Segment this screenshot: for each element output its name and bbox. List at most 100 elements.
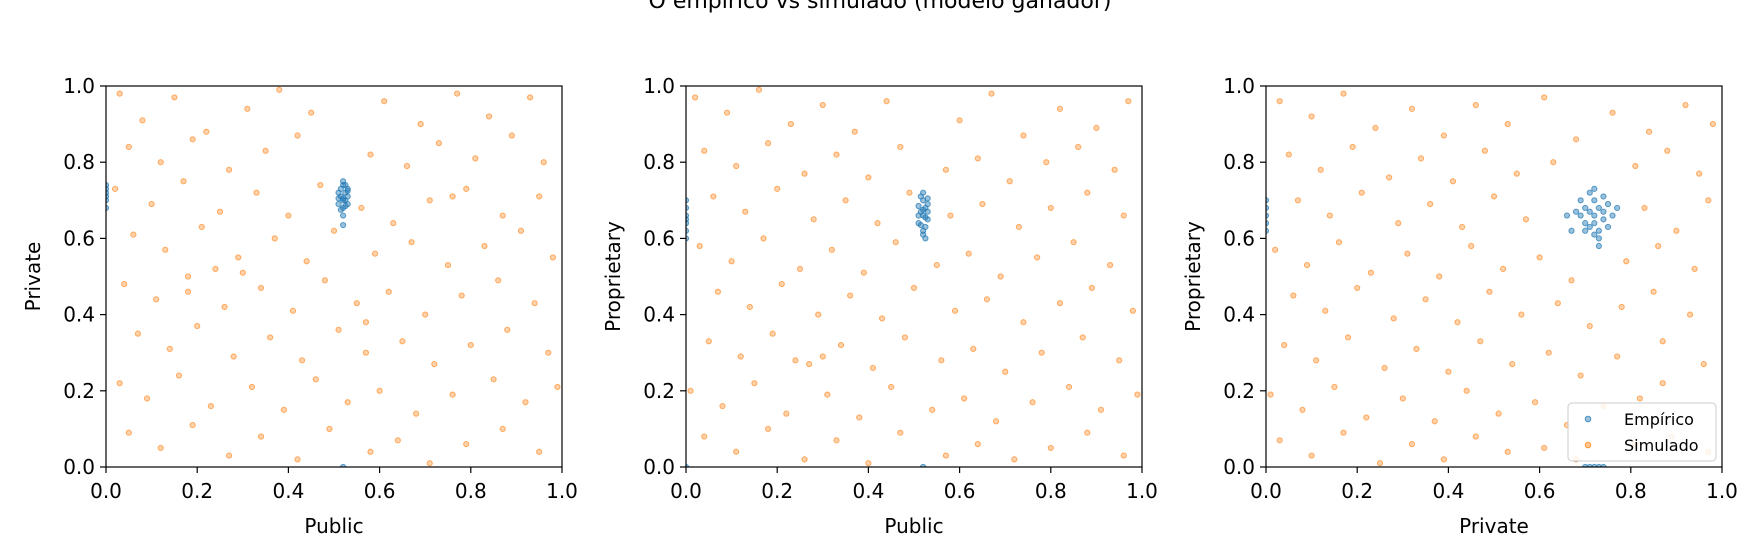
data-point (1486, 288, 1493, 295)
data-point (929, 406, 936, 413)
data-point (1586, 322, 1593, 330)
data-point (1431, 418, 1438, 425)
data-point (184, 273, 192, 280)
data-point (198, 223, 205, 231)
data-point (947, 212, 954, 219)
data-point (810, 216, 817, 223)
data-point (1586, 208, 1593, 215)
data-point (335, 195, 342, 202)
data-point (212, 265, 219, 272)
data-point (956, 117, 963, 124)
data-point (1047, 444, 1054, 452)
data-point (522, 399, 529, 406)
data-point (394, 437, 401, 444)
data-point (1440, 132, 1447, 139)
data-point (490, 376, 497, 383)
data-point (308, 109, 315, 116)
data-point (1272, 246, 1279, 253)
data-point (1563, 212, 1571, 219)
series-empirico (1266, 185, 1621, 467)
data-point (1070, 239, 1077, 246)
data-point (403, 162, 411, 170)
data-point (933, 261, 940, 269)
data-point (983, 296, 991, 303)
data-point (746, 303, 753, 311)
data-point (1120, 452, 1127, 459)
data-point (1513, 170, 1520, 177)
data-point (166, 345, 173, 352)
data-point (915, 202, 922, 210)
data-point (1125, 98, 1132, 105)
data-point (1116, 357, 1123, 364)
data-point (385, 288, 392, 295)
data-point (938, 357, 945, 364)
data-point (1002, 368, 1009, 375)
data-point (1308, 452, 1315, 459)
data-point (1614, 353, 1621, 360)
data-point (1591, 212, 1598, 219)
data-point (1463, 387, 1470, 394)
data-point (1591, 185, 1598, 192)
data-point (431, 361, 438, 368)
data-point (194, 322, 201, 330)
y-tick-label: 0.6 (643, 226, 675, 250)
data-point (860, 269, 867, 276)
data-point (1034, 254, 1041, 261)
data-point (1582, 220, 1589, 227)
data-point (942, 452, 950, 459)
data-point (1595, 227, 1602, 234)
data-point (1335, 239, 1343, 246)
data-point (924, 201, 931, 208)
plot-area (686, 86, 1141, 467)
data-point (1427, 201, 1434, 208)
data-point (1591, 197, 1598, 204)
data-point (1468, 242, 1475, 250)
data-point (1577, 372, 1584, 379)
data-point (367, 151, 374, 158)
subplot-1: 0.0 0.2 0.4 0.6 0.8 1.0 0.0 0.2 0.4 0.6 0.8 1.0 Publ… (21, 74, 578, 538)
data-point (189, 421, 196, 429)
data-point (961, 395, 968, 402)
data-point (1481, 147, 1488, 154)
x-axis-label: Public (304, 514, 363, 538)
data-point (139, 117, 146, 124)
data-point (1363, 414, 1370, 421)
y-tick-label: 0.0 (63, 455, 95, 479)
data-point (705, 338, 712, 345)
data-point (1120, 212, 1127, 219)
data-point (1595, 235, 1602, 242)
data-point (701, 147, 708, 154)
data-point (536, 448, 543, 455)
data-point (1600, 208, 1607, 215)
x-tick-label: 1.0 (546, 479, 578, 503)
data-point (143, 395, 151, 402)
data-point (1015, 223, 1022, 231)
y-tick-label: 0.0 (1223, 455, 1255, 479)
data-point (376, 387, 383, 394)
data-point (1655, 242, 1662, 250)
data-point (508, 132, 515, 139)
data-point (526, 94, 534, 101)
legend-marker (1584, 415, 1592, 423)
data-point (1367, 269, 1374, 276)
data-point (1595, 204, 1602, 212)
data-point (819, 101, 826, 109)
data-point (988, 90, 995, 97)
data-point (1572, 208, 1580, 215)
data-point (1097, 406, 1105, 413)
data-point (371, 250, 379, 257)
data-point (1614, 204, 1621, 212)
data-point (422, 311, 429, 318)
data-point (412, 410, 420, 417)
x-tick-label: 0.6 (364, 479, 396, 503)
data-point (454, 90, 461, 97)
data-point (298, 357, 306, 364)
data-point (239, 269, 246, 276)
x-tick-label: 0.4 (852, 479, 884, 503)
y-axis-label: Proprietary (601, 221, 625, 332)
data-point (997, 273, 1004, 280)
x-tick-label: 0.0 (670, 479, 702, 503)
data-point (458, 292, 465, 299)
data-point (337, 206, 344, 213)
axes-frame (685, 85, 1143, 468)
